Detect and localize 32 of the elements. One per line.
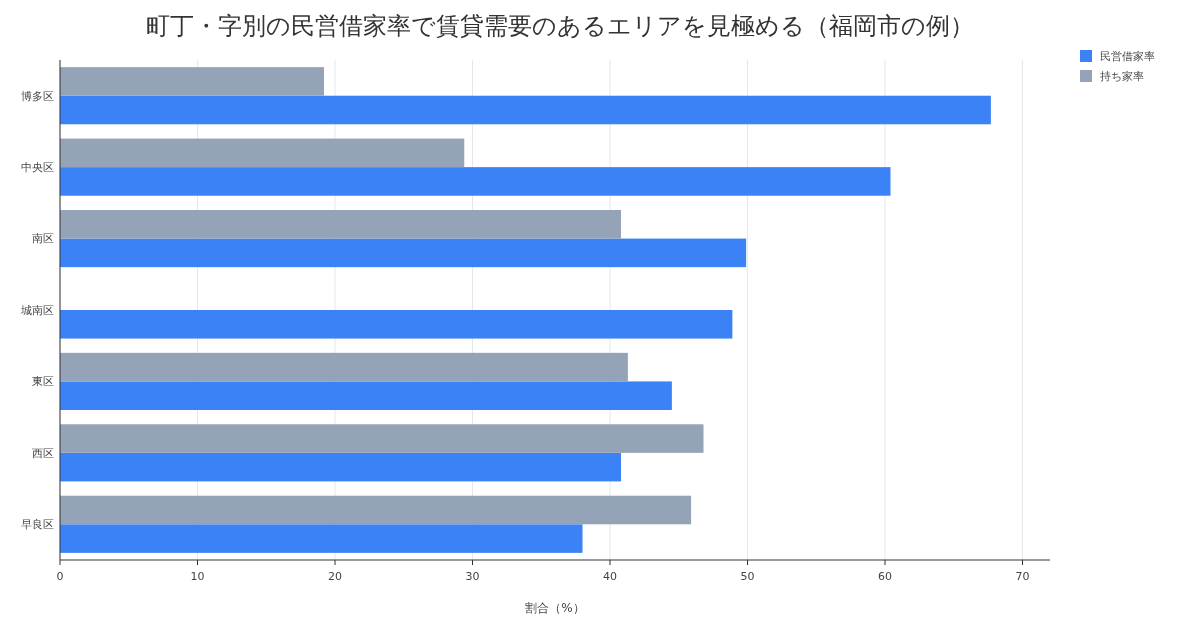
x-tick-label: 10 <box>190 570 205 583</box>
y-tick-label: 東区 <box>32 375 54 389</box>
x-tick-label: 70 <box>1015 570 1030 583</box>
y-tick-label: 博多区 <box>21 89 54 103</box>
legend-label: 民営借家率 <box>1100 50 1155 63</box>
bar <box>60 238 747 268</box>
bar <box>60 352 628 382</box>
bar <box>60 67 324 96</box>
bar <box>60 524 583 553</box>
x-tick-label: 20 <box>328 570 342 583</box>
bar <box>60 138 465 168</box>
x-axis-title: 割合（%） <box>525 601 585 615</box>
legend-label: 持ち家率 <box>1100 70 1144 83</box>
bar <box>60 452 621 482</box>
bar <box>60 424 704 453</box>
x-tick-label: 30 <box>465 570 480 583</box>
y-tick-label: 南区 <box>32 232 54 246</box>
bar <box>60 167 891 196</box>
x-tick-label: 40 <box>603 570 617 583</box>
bar <box>60 210 621 239</box>
y-tick-label: 中央区 <box>21 160 54 174</box>
x-tick-label: 60 <box>878 570 892 583</box>
y-tick-label: 城南区 <box>20 303 54 317</box>
bar <box>60 495 692 525</box>
y-tick-label: 早良区 <box>21 518 54 532</box>
bar <box>60 95 991 125</box>
bar <box>60 310 733 339</box>
chart-title: 町丁・字別の民営借家率で賃貸需要のあるエリアを見極める（福岡市の例） <box>146 12 974 40</box>
bar <box>60 381 672 410</box>
y-tick-label: 西区 <box>32 446 54 460</box>
x-tick-label: 0 <box>56 570 64 583</box>
x-tick-label: 50 <box>740 570 755 583</box>
